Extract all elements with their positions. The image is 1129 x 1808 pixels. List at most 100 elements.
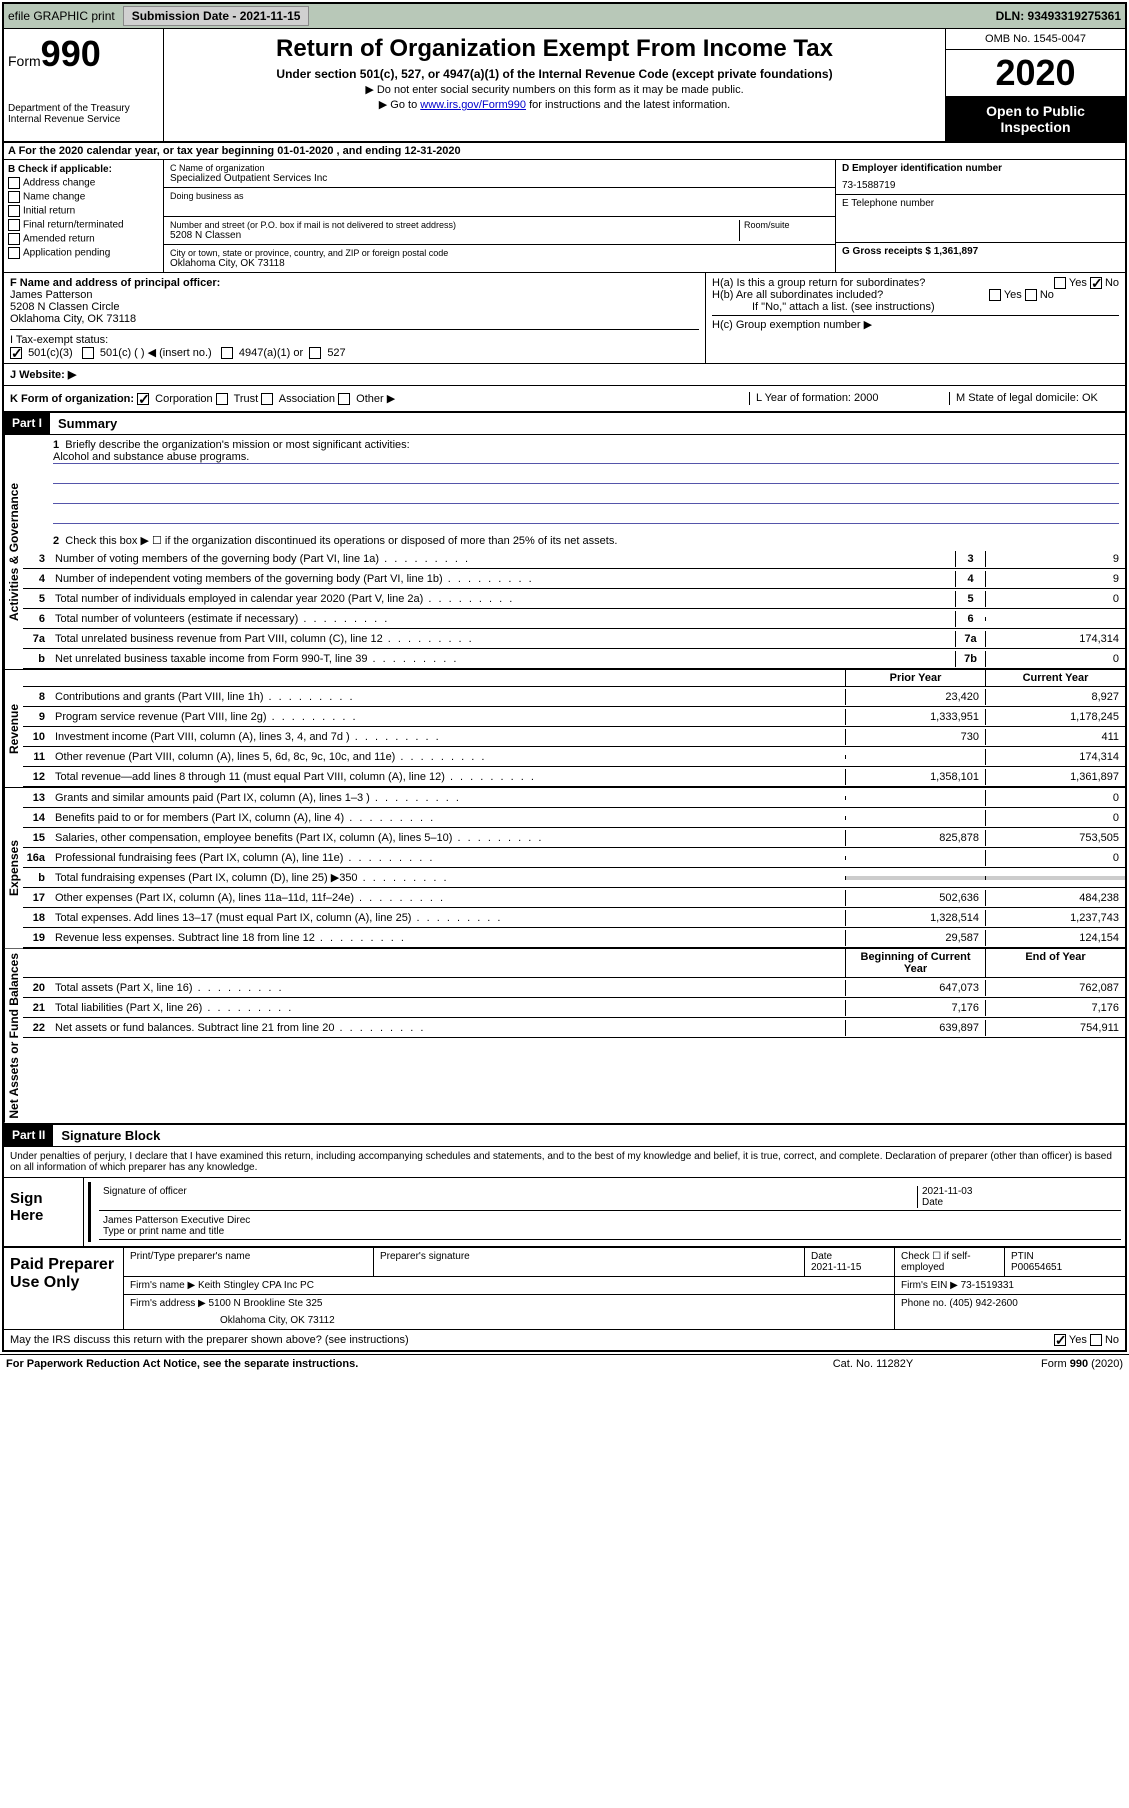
firm-name-cell: Firm's name ▶ Keith Stingley CPA Inc PC xyxy=(124,1277,895,1294)
exp-body: 13Grants and similar amounts paid (Part … xyxy=(23,788,1125,948)
cb-initial-return[interactable]: Initial return xyxy=(8,205,159,217)
section-de: D Employer identification number 73-1588… xyxy=(835,160,1125,272)
summary-line: 14Benefits paid to or for members (Part … xyxy=(23,808,1125,828)
prep-row1: Print/Type preparer's name Preparer's si… xyxy=(124,1248,1125,1277)
cb-app-pending[interactable]: Application pending xyxy=(8,247,159,259)
sig-officer-field: Signature of officer 2021-11-03 Date xyxy=(99,1184,1121,1211)
firm-addr-cell: Firm's address ▶ 5100 N Brookline Ste 32… xyxy=(124,1295,895,1329)
section-h: H(a) Is this a group return for subordin… xyxy=(705,273,1125,363)
summary-line: 10Investment income (Part VIII, column (… xyxy=(23,727,1125,747)
header: Form990 Department of the Treasury Inter… xyxy=(4,29,1125,143)
addr-label: Number and street (or P.O. box if mail i… xyxy=(170,220,739,230)
ptin-cell: PTIN P00654651 xyxy=(1005,1248,1125,1276)
part1-title: Summary xyxy=(50,413,125,434)
cb-501c3[interactable] xyxy=(10,347,22,359)
tax-year: 2020 xyxy=(946,50,1125,97)
cb-hb-yes[interactable] xyxy=(989,289,1001,301)
dba-label: Doing business as xyxy=(170,191,829,201)
net-assets-block: Net Assets or Fund Balances Beginning of… xyxy=(4,949,1125,1125)
dln-label: DLN: 93493319275361 xyxy=(996,9,1121,23)
header-right: OMB No. 1545-0047 2020 Open to Public In… xyxy=(945,29,1125,141)
summary-line: 15Salaries, other compensation, employee… xyxy=(23,828,1125,848)
rev-body: Prior Year Current Year 8Contributions a… xyxy=(23,670,1125,787)
row-i-tax-status: I Tax-exempt status: 501(c)(3) 501(c) ( … xyxy=(10,329,699,359)
cat-number: Cat. No. 11282Y xyxy=(773,1358,973,1370)
officer-name: James Patterson xyxy=(10,289,699,301)
top-bar: efile GRAPHIC print Submission Date - 20… xyxy=(4,4,1125,29)
summary-line: 20Total assets (Part X, line 16)647,0737… xyxy=(23,978,1125,998)
gross-receipts: G Gross receipts $ 1,361,897 xyxy=(842,246,1119,257)
submission-date-btn[interactable]: Submission Date - 2021-11-15 xyxy=(123,6,310,26)
officer-addr1: 5208 N Classen Circle xyxy=(10,301,699,313)
cb-527[interactable] xyxy=(309,347,321,359)
summary-line: 9Program service revenue (Part VIII, lin… xyxy=(23,707,1125,727)
vert-revenue: Revenue xyxy=(4,670,23,787)
firm-phone-cell: Phone no. (405) 942-2600 xyxy=(895,1295,1125,1329)
cb-hb-no[interactable] xyxy=(1025,289,1037,301)
form-number: Form990 xyxy=(8,33,159,75)
vert-net-assets: Net Assets or Fund Balances xyxy=(4,949,23,1123)
hb-row: H(b) Are all subordinates included? Yes … xyxy=(712,289,1119,301)
prep-row3: Firm's address ▶ 5100 N Brookline Ste 32… xyxy=(124,1295,1125,1329)
section-bcde: B Check if applicable: Address change Na… xyxy=(4,160,1125,273)
rev-hdr: Prior Year Current Year xyxy=(23,670,1125,687)
e-phone-block: E Telephone number xyxy=(836,195,1125,243)
hc-row: H(c) Group exemption number ▶ xyxy=(712,315,1119,331)
line1-mission: 1 Briefly describe the organization's mi… xyxy=(23,435,1125,532)
cb-final-return[interactable]: Final return/terminated xyxy=(8,219,159,231)
cb-4947[interactable] xyxy=(221,347,233,359)
summary-line: 3Number of voting members of the governi… xyxy=(23,549,1125,569)
cb-assoc[interactable] xyxy=(261,393,273,405)
cb-discuss-yes[interactable] xyxy=(1054,1334,1066,1346)
hdr-beginning: Beginning of Current Year xyxy=(845,949,985,977)
summary-line: 5Total number of individuals employed in… xyxy=(23,589,1125,609)
section-f: F Name and address of principal officer:… xyxy=(4,273,705,363)
cb-address-change[interactable]: Address change xyxy=(8,177,159,189)
form-num: 990 xyxy=(41,33,101,74)
na-hdr: Beginning of Current Year End of Year xyxy=(23,949,1125,978)
link-note: ▶ Go to www.irs.gov/Form990 for instruct… xyxy=(170,98,939,111)
summary-line: 19Revenue less expenses. Subtract line 1… xyxy=(23,928,1125,948)
omb-number: OMB No. 1545-0047 xyxy=(946,29,1125,50)
d-ein-block: D Employer identification number 73-1588… xyxy=(836,160,1125,195)
sign-fields: Signature of officer 2021-11-03 Date Jam… xyxy=(84,1178,1125,1246)
row-j-website: J Website: ▶ xyxy=(4,364,1125,386)
revenue-block: Revenue Prior Year Current Year 8Contrib… xyxy=(4,670,1125,788)
phone-label: E Telephone number xyxy=(842,198,1119,209)
vert-expenses: Expenses xyxy=(4,788,23,948)
prep-fields: Print/Type preparer's name Preparer's si… xyxy=(124,1248,1125,1329)
ha-row: H(a) Is this a group return for subordin… xyxy=(712,277,1119,289)
cb-corp[interactable] xyxy=(137,393,149,405)
ein-value: 73-1588719 xyxy=(842,180,1119,191)
i-label: I Tax-exempt status: xyxy=(10,334,108,346)
form-ref: Form 990 (2020) xyxy=(973,1358,1123,1370)
form-subtitle: Under section 501(c), 527, or 4947(a)(1)… xyxy=(170,67,939,81)
summary-line: 12Total revenue—add lines 8 through 11 (… xyxy=(23,767,1125,787)
open-inspection: Open to Public Inspection xyxy=(946,97,1125,141)
k-right: L Year of formation: 2000 M State of leg… xyxy=(749,392,1119,405)
cb-trust[interactable] xyxy=(216,393,228,405)
cb-ha-no[interactable] xyxy=(1090,277,1102,289)
l-year-formation: L Year of formation: 2000 xyxy=(756,392,949,405)
city-state-zip: Oklahoma City, OK 73118 xyxy=(170,258,829,269)
cb-other[interactable] xyxy=(338,393,350,405)
cb-name-change[interactable]: Name change xyxy=(8,191,159,203)
cb-ha-yes[interactable] xyxy=(1054,277,1066,289)
prep-date-cell: Date 2021-11-15 xyxy=(805,1248,895,1276)
irs-link[interactable]: www.irs.gov/Form990 xyxy=(420,99,526,111)
hdr-end: End of Year xyxy=(985,949,1125,977)
self-employed-check[interactable]: Check ☐ if self-employed xyxy=(895,1248,1005,1276)
section-c: C Name of organization Specialized Outpa… xyxy=(164,160,835,272)
summary-line: 8Contributions and grants (Part VIII, li… xyxy=(23,687,1125,707)
section-fh: F Name and address of principal officer:… xyxy=(4,273,1125,364)
discuss-question: May the IRS discuss this return with the… xyxy=(10,1334,1054,1346)
cb-discuss-no[interactable] xyxy=(1090,1334,1102,1346)
mission-text: Alcohol and substance abuse programs. xyxy=(53,451,1119,464)
summary-line: bNet unrelated business taxable income f… xyxy=(23,649,1125,669)
note2-post: for instructions and the latest informat… xyxy=(526,99,730,111)
city-label: City or town, state or province, country… xyxy=(170,248,829,258)
part1-badge: Part I xyxy=(4,413,50,434)
officer-name-field: James Patterson Executive Direc Type or … xyxy=(99,1213,1121,1240)
cb-amended[interactable]: Amended return xyxy=(8,233,159,245)
cb-501c[interactable] xyxy=(82,347,94,359)
